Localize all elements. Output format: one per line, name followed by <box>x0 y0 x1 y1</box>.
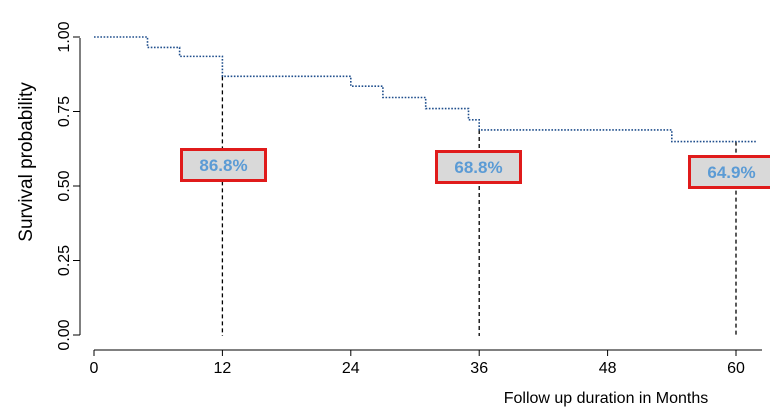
annotation-box-frame <box>688 155 770 189</box>
x-tick-label: 60 <box>727 360 745 377</box>
annotation-box-frame <box>435 150 522 184</box>
annotation-box-12: 86.8% <box>180 148 267 182</box>
y-tick-label: 1.00 <box>56 21 73 52</box>
annotation-box-60: 64.9% <box>688 155 770 189</box>
x-axis-label: Follow up duration in Months <box>504 390 709 407</box>
reference-lines <box>221 76 737 336</box>
y-tick-label: 0.00 <box>56 319 73 350</box>
y-tick-label: 0.50 <box>56 170 73 201</box>
annotation-label: 68.8% <box>454 158 502 177</box>
x-tick-label: 0 <box>90 360 99 377</box>
survival-curve <box>94 36 758 143</box>
annotation-box-frame <box>180 148 267 182</box>
axes <box>79 38 762 351</box>
x-ticks: 0 12 24 36 48 60 <box>90 350 745 377</box>
x-tick-label: 36 <box>470 360 488 377</box>
survival-step-line <box>94 36 758 143</box>
y-tick-label: 0.25 <box>56 245 73 276</box>
annotation-label: 86.8% <box>199 156 247 175</box>
y-tick-label: 0.75 <box>56 96 73 127</box>
y-ticks: 0.00 0.25 0.50 0.75 1.00 <box>56 21 80 351</box>
annotation-label: 64.9% <box>707 163 755 182</box>
x-tick-label: 48 <box>599 360 617 377</box>
annotation-boxes: 86.8% 68.8% 64.9% <box>180 148 770 189</box>
annotation-box-36: 68.8% <box>435 150 522 184</box>
y-axis-label: Survival probability <box>16 82 37 242</box>
x-tick-label: 24 <box>342 360 360 377</box>
x-tick-label: 12 <box>214 360 232 377</box>
